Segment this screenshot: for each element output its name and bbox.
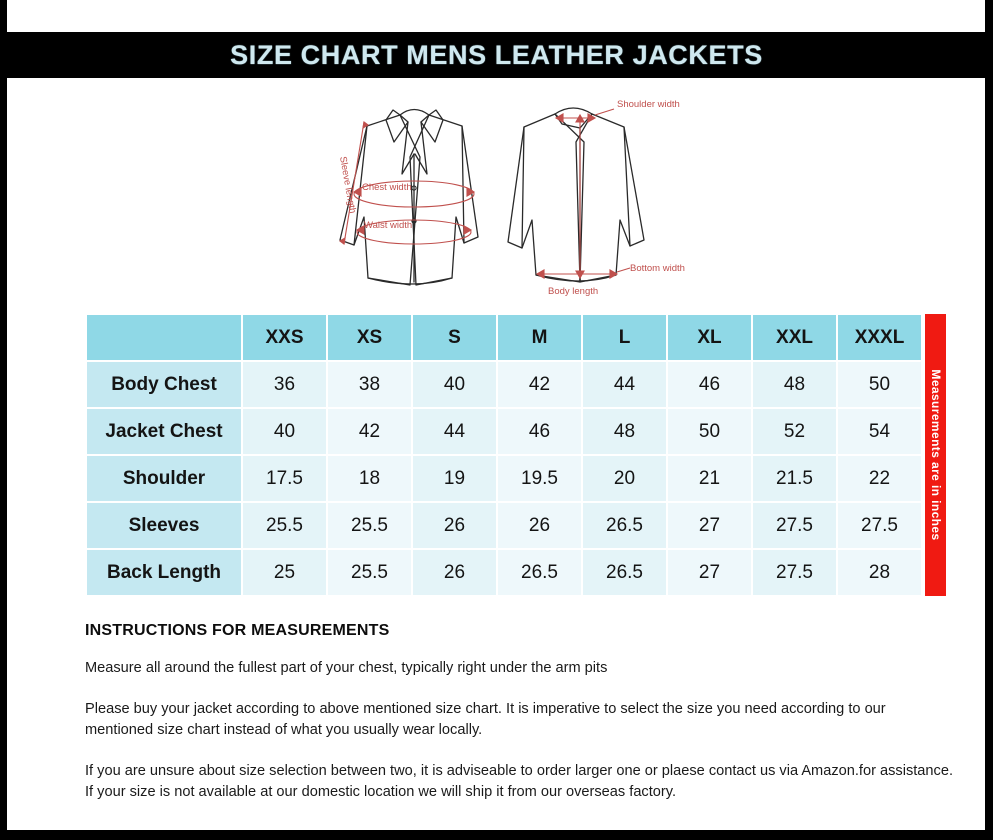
cell: 26 bbox=[413, 503, 496, 548]
size-header-xxs: XXS bbox=[243, 315, 326, 360]
cell: 25 bbox=[243, 550, 326, 595]
cell: 52 bbox=[753, 409, 836, 454]
cell: 26 bbox=[413, 550, 496, 595]
instructions-paragraph: If you are unsure about size selection b… bbox=[85, 763, 953, 800]
instructions-section: INSTRUCTIONS FOR MEASUREMENTS Measure al… bbox=[85, 622, 953, 803]
cell: 46 bbox=[498, 409, 581, 454]
table-header-row: XXS XS S M L XL XXL XXXL bbox=[87, 315, 921, 360]
size-table: XXS XS S M L XL XXL XXXL Body Chest 36 3… bbox=[85, 313, 923, 597]
cell: 21 bbox=[668, 456, 751, 501]
cell: 18 bbox=[328, 456, 411, 501]
cell: 25.5 bbox=[243, 503, 326, 548]
table-row: Sleeves 25.5 25.5 26 26 26.5 27 27.5 27.… bbox=[87, 503, 921, 548]
size-header-xs: XS bbox=[328, 315, 411, 360]
cell: 26.5 bbox=[498, 550, 581, 595]
row-label-back-length: Back Length bbox=[87, 550, 241, 595]
label-bottom-width: Bottom width bbox=[630, 263, 685, 274]
size-header-m: M bbox=[498, 315, 581, 360]
label-chest-width: Chest width bbox=[362, 182, 412, 193]
cell: 36 bbox=[243, 362, 326, 407]
cell: 46 bbox=[668, 362, 751, 407]
cell: 48 bbox=[753, 362, 836, 407]
row-label-sleeves: Sleeves bbox=[87, 503, 241, 548]
cell: 21.5 bbox=[753, 456, 836, 501]
title-banner: SIZE CHART MENS LEATHER JACKETS bbox=[7, 32, 985, 78]
cell: 42 bbox=[498, 362, 581, 407]
cell: 50 bbox=[668, 409, 751, 454]
cell: 27 bbox=[668, 550, 751, 595]
label-body-length: Body length bbox=[548, 286, 598, 297]
row-label-body-chest: Body Chest bbox=[87, 362, 241, 407]
cell: 27.5 bbox=[753, 503, 836, 548]
cell: 42 bbox=[328, 409, 411, 454]
cell: 26 bbox=[498, 503, 581, 548]
table-row: Shoulder 17.5 18 19 19.5 20 21 21.5 22 bbox=[87, 456, 921, 501]
table-row: Back Length 25 25.5 26 26.5 26.5 27 27.5… bbox=[87, 550, 921, 595]
cell: 28 bbox=[838, 550, 921, 595]
cell: 26.5 bbox=[583, 550, 666, 595]
label-waist-width: Waist width bbox=[364, 220, 412, 231]
instructions-heading: INSTRUCTIONS FOR MEASUREMENTS bbox=[85, 622, 390, 639]
label-shoulder-width: Shoulder width bbox=[617, 99, 680, 110]
row-label-jacket-chest: Jacket Chest bbox=[87, 409, 241, 454]
row-label-shoulder: Shoulder bbox=[87, 456, 241, 501]
cell: 40 bbox=[413, 362, 496, 407]
cell: 19 bbox=[413, 456, 496, 501]
size-header-xxxl: XXXL bbox=[838, 315, 921, 360]
size-table-container: XXS XS S M L XL XXL XXXL Body Chest 36 3… bbox=[85, 313, 923, 597]
cell: 17.5 bbox=[243, 456, 326, 501]
instructions-paragraph: Please buy your jacket according to abov… bbox=[85, 701, 886, 738]
table-row: Jacket Chest 40 42 44 46 48 50 52 54 bbox=[87, 409, 921, 454]
instructions-paragraph: Measure all around the fullest part of y… bbox=[85, 660, 608, 676]
label-sleeve-length: Sleeve length bbox=[337, 156, 358, 215]
size-header-xxl: XXL bbox=[753, 315, 836, 360]
cell: 27.5 bbox=[753, 550, 836, 595]
cell: 50 bbox=[838, 362, 921, 407]
cell: 48 bbox=[583, 409, 666, 454]
cell: 25.5 bbox=[328, 550, 411, 595]
size-header-l: L bbox=[583, 315, 666, 360]
cell: 40 bbox=[243, 409, 326, 454]
cell: 22 bbox=[838, 456, 921, 501]
cell: 26.5 bbox=[583, 503, 666, 548]
measurements-unit-bar: Measurements are in inches bbox=[925, 314, 946, 596]
cell: 27 bbox=[668, 503, 751, 548]
measurements-unit-label: Measurements are in inches bbox=[928, 369, 943, 541]
cell: 38 bbox=[328, 362, 411, 407]
cell: 20 bbox=[583, 456, 666, 501]
size-header-xl: XL bbox=[668, 315, 751, 360]
cell: 27.5 bbox=[838, 503, 921, 548]
table-row: Body Chest 36 38 40 42 44 46 48 50 bbox=[87, 362, 921, 407]
jacket-diagram: Sleeve length Chest width Waist width Sh… bbox=[292, 82, 722, 307]
cell: 54 bbox=[838, 409, 921, 454]
cell: 25.5 bbox=[328, 503, 411, 548]
cell: 19.5 bbox=[498, 456, 581, 501]
table-corner-cell bbox=[87, 315, 241, 360]
size-header-s: S bbox=[413, 315, 496, 360]
page-title: SIZE CHART MENS LEATHER JACKETS bbox=[230, 39, 763, 70]
cell: 44 bbox=[413, 409, 496, 454]
cell: 44 bbox=[583, 362, 666, 407]
